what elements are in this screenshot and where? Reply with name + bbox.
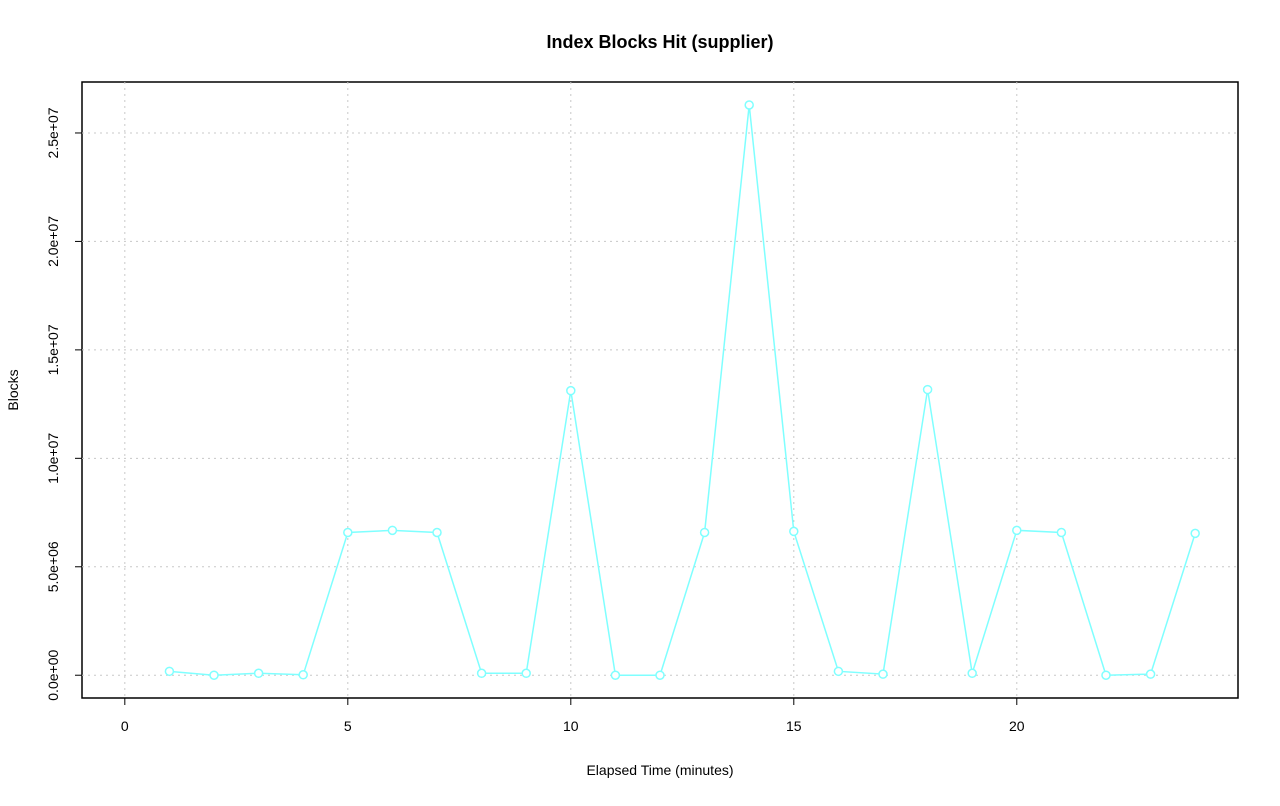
x-tick-label: 0 — [121, 718, 129, 734]
data-point — [521, 668, 531, 679]
data-point — [253, 668, 264, 679]
y-tick-label: 2.5e+07 — [45, 107, 61, 158]
data-point — [833, 666, 844, 677]
data-point — [699, 527, 710, 538]
data-point — [1190, 528, 1200, 539]
data-point — [967, 668, 977, 679]
data-point — [1056, 527, 1067, 538]
data-point — [1101, 670, 1111, 680]
data-point — [655, 670, 665, 680]
data-point — [1012, 525, 1022, 536]
data-point — [610, 670, 621, 680]
data-point — [744, 100, 754, 110]
data-point — [476, 668, 487, 679]
data-point — [164, 666, 175, 677]
data-point — [298, 670, 308, 680]
x-tick-label: 10 — [563, 718, 579, 734]
chart-title: Index Blocks Hit (supplier) — [546, 32, 773, 52]
data-point — [1145, 669, 1156, 679]
y-tick-label: 0.0e+00 — [45, 650, 61, 701]
data-point — [922, 384, 933, 395]
data-point — [387, 525, 398, 536]
y-tick-label: 1.0e+07 — [45, 433, 61, 484]
y-tick-label: 1.5e+07 — [45, 324, 61, 375]
data-point — [878, 669, 888, 679]
data-point — [566, 385, 576, 396]
series-line — [169, 104, 1196, 676]
y-axis-label: Blocks — [5, 369, 21, 410]
plot-frame — [81, 81, 1239, 699]
y-tick-label: 2.0e+07 — [45, 216, 61, 267]
data-point — [789, 526, 799, 537]
x-tick-label: 15 — [786, 718, 802, 734]
data-point — [343, 527, 353, 538]
data-point — [432, 527, 442, 538]
x-tick-label: 20 — [1009, 718, 1025, 734]
data-point — [209, 670, 219, 680]
y-tick-label: 5.0e+06 — [45, 541, 61, 592]
x-axis-label: Elapsed Time (minutes) — [586, 762, 733, 778]
x-tick-label: 5 — [344, 718, 352, 734]
